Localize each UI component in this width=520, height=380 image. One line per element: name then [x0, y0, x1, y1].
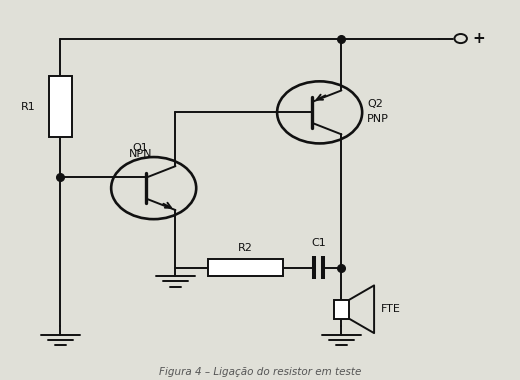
Text: Q1: Q1	[133, 143, 149, 153]
Bar	[208, 259, 283, 276]
Text: PNP: PNP	[367, 114, 389, 124]
Text: C1: C1	[311, 238, 326, 248]
Text: R1: R1	[21, 102, 35, 112]
Text: FTE: FTE	[381, 304, 401, 314]
Text: NPN: NPN	[129, 149, 152, 158]
Text: Q2: Q2	[367, 99, 383, 109]
Bar	[49, 76, 72, 137]
Text: Figura 4 – Ligação do resistor em teste: Figura 4 – Ligação do resistor em teste	[159, 367, 361, 377]
Bar	[334, 300, 349, 319]
Text: +: +	[473, 31, 485, 46]
Text: R2: R2	[238, 243, 253, 253]
